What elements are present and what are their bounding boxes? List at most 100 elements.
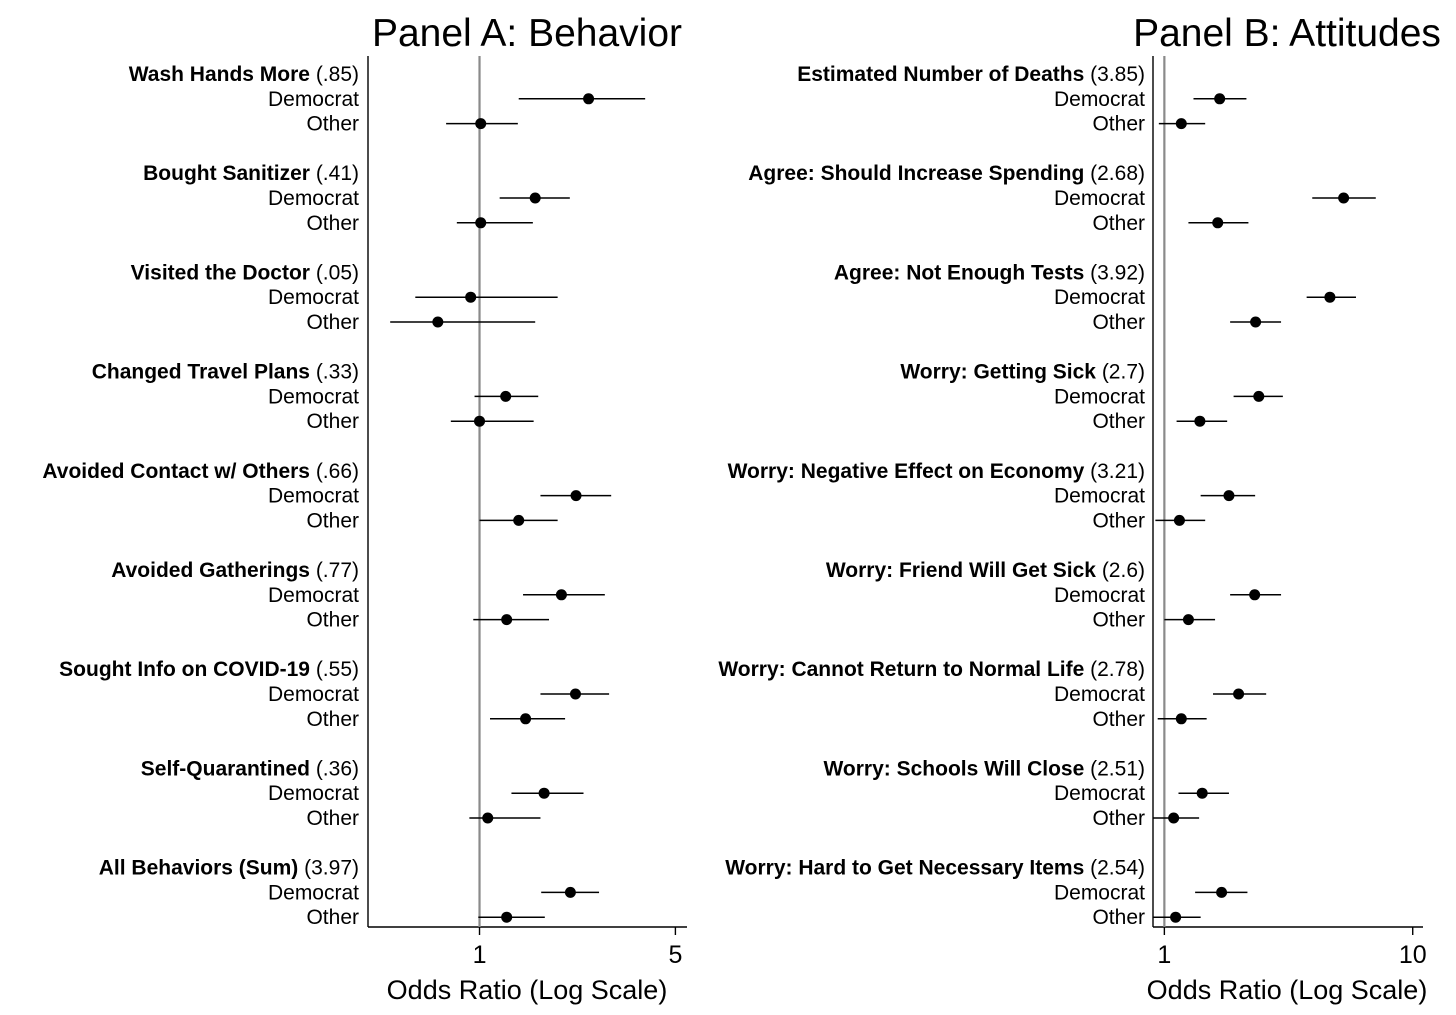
- outcome-label: Worry: Schools Will Close (2.51): [823, 757, 1145, 780]
- other-row-label: Other: [306, 906, 359, 929]
- panel-a-x-tick-label: 5: [668, 941, 682, 969]
- outcome-label: All Behaviors (Sum) (3.97): [99, 857, 359, 880]
- democrat-point-estimate: [569, 688, 581, 700]
- outcome-label: Estimated Number of Deaths (3.85): [797, 63, 1145, 86]
- outcome-label: Worry: Getting Sick (2.7): [900, 361, 1145, 384]
- democrat-row-label: Democrat: [1054, 485, 1145, 508]
- democrat-point-estimate: [1253, 390, 1265, 402]
- outcome-label: Agree: Not Enough Tests (3.92): [834, 261, 1145, 284]
- other-point-estimate: [1175, 118, 1187, 130]
- democrat-row-label: Democrat: [268, 385, 359, 408]
- democrat-row-label: Democrat: [1054, 683, 1145, 706]
- other-point-estimate: [501, 614, 513, 626]
- panel-a-x-axis-title: Odds Ratio (Log Scale): [387, 975, 668, 1005]
- other-point-estimate: [513, 514, 525, 526]
- democrat-row-label: Democrat: [1054, 881, 1145, 904]
- democrat-point-estimate: [555, 589, 567, 601]
- outcome-label: Agree: Should Increase Spending (2.68): [748, 162, 1145, 185]
- other-row-label: Other: [1092, 410, 1145, 433]
- other-point-estimate: [1250, 316, 1262, 328]
- other-point-estimate: [1182, 614, 1194, 626]
- democrat-point-estimate: [1324, 291, 1336, 303]
- democrat-point-estimate: [1214, 93, 1226, 105]
- other-row-label: Other: [306, 708, 359, 731]
- outcome-name: Agree: Not Enough Tests: [834, 261, 1084, 284]
- outcome-name: Visited the Doctor: [131, 261, 310, 284]
- outcome-name: Avoided Gatherings: [111, 559, 310, 582]
- other-row-label: Other: [306, 807, 359, 830]
- outcome-label: Wash Hands More (.85): [129, 63, 359, 86]
- outcome-name: Sought Info on COVID-19: [59, 658, 310, 681]
- panel-b-x-tick-label: 10: [1399, 941, 1427, 969]
- democrat-point-estimate: [538, 787, 550, 799]
- outcome-mean: (2.54): [1084, 857, 1145, 880]
- other-row-label: Other: [306, 410, 359, 433]
- outcome-name: Bought Sanitizer: [143, 162, 310, 185]
- other-point-estimate: [1168, 812, 1180, 824]
- outcome-name: All Behaviors (Sum): [99, 857, 299, 880]
- democrat-point-estimate: [570, 490, 582, 502]
- other-row-label: Other: [1092, 807, 1145, 830]
- outcome-label: Sought Info on COVID-19 (.55): [59, 658, 359, 681]
- other-point-estimate: [1175, 713, 1187, 725]
- outcome-name: Avoided Contact w/ Others: [42, 460, 310, 483]
- other-row-label: Other: [1092, 609, 1145, 632]
- democrat-point-estimate: [1338, 192, 1350, 204]
- democrat-point-estimate: [1233, 688, 1245, 700]
- other-point-estimate: [501, 911, 513, 923]
- outcome-mean: (.85): [310, 63, 359, 86]
- panel-b-attitudes: Panel B: Attitudes Odds Ratio (Log Scale…: [718, 12, 1441, 1005]
- other-point-estimate: [1173, 514, 1185, 526]
- other-row-label: Other: [306, 113, 359, 136]
- outcome-mean: (.33): [310, 361, 359, 384]
- democrat-point-estimate: [1216, 886, 1228, 898]
- democrat-point-estimate: [529, 192, 541, 204]
- panel-b-x-axis-title: Odds Ratio (Log Scale): [1147, 975, 1428, 1005]
- other-point-estimate: [475, 118, 487, 130]
- other-row-label: Other: [1092, 212, 1145, 235]
- outcome-label: Avoided Gatherings (.77): [111, 559, 359, 582]
- outcome-mean: (.55): [310, 658, 359, 681]
- democrat-row-label: Democrat: [1054, 88, 1145, 111]
- outcome-name: Worry: Cannot Return to Normal Life: [718, 658, 1084, 681]
- outcome-label: Avoided Contact w/ Others (.66): [42, 460, 359, 483]
- other-point-estimate: [520, 713, 532, 725]
- outcome-mean: (3.92): [1084, 261, 1145, 284]
- outcome-label: Worry: Hard to Get Necessary Items (2.54…: [725, 857, 1145, 880]
- democrat-row-label: Democrat: [268, 187, 359, 210]
- outcome-mean: (2.51): [1084, 757, 1145, 780]
- democrat-row-label: Democrat: [268, 286, 359, 309]
- democrat-point-estimate: [465, 291, 477, 303]
- democrat-point-estimate: [1223, 490, 1235, 502]
- outcome-mean: (2.7): [1096, 361, 1145, 384]
- democrat-point-estimate: [1249, 589, 1261, 601]
- other-row-label: Other: [306, 311, 359, 334]
- outcome-mean: (3.97): [298, 857, 359, 880]
- outcome-name: Changed Travel Plans: [92, 361, 310, 384]
- democrat-row-label: Democrat: [1054, 584, 1145, 607]
- other-row-label: Other: [1092, 509, 1145, 532]
- outcome-name: Worry: Hard to Get Necessary Items: [725, 857, 1084, 880]
- outcome-mean: (.05): [310, 261, 359, 284]
- democrat-row-label: Democrat: [268, 584, 359, 607]
- democrat-point-estimate: [1196, 787, 1208, 799]
- outcome-label: Bought Sanitizer (.41): [143, 162, 359, 185]
- other-row-label: Other: [1092, 113, 1145, 136]
- outcome-label: Worry: Negative Effect on Economy (3.21): [728, 460, 1145, 483]
- other-point-estimate: [475, 217, 487, 229]
- panel-a-x-tick-label: 1: [473, 941, 487, 969]
- outcome-name: Wash Hands More: [129, 63, 310, 86]
- outcome-mean: (2.68): [1084, 162, 1145, 185]
- outcome-label: Self-Quarantined (.36): [141, 757, 359, 780]
- other-row-label: Other: [1092, 311, 1145, 334]
- panel-a-title: Panel A: Behavior: [372, 12, 682, 55]
- democrat-row-label: Democrat: [1054, 782, 1145, 805]
- outcome-mean: (.77): [310, 559, 359, 582]
- democrat-row-label: Democrat: [1054, 286, 1145, 309]
- outcome-mean: (.66): [310, 460, 359, 483]
- outcome-mean: (.36): [310, 757, 359, 780]
- outcome-mean: (3.85): [1084, 63, 1145, 86]
- other-row-label: Other: [306, 509, 359, 532]
- outcome-label: Visited the Doctor (.05): [131, 261, 359, 284]
- democrat-row-label: Democrat: [268, 485, 359, 508]
